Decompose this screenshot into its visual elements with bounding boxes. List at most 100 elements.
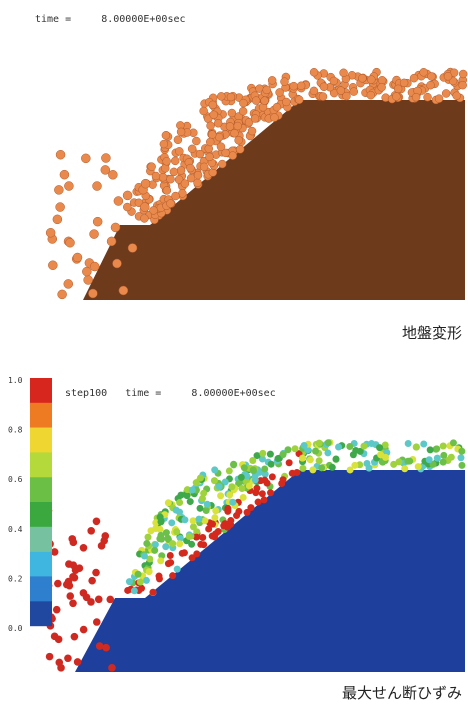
particle xyxy=(270,114,278,122)
particle xyxy=(227,517,234,524)
particle xyxy=(312,448,319,455)
particle xyxy=(140,203,149,212)
particle xyxy=(170,168,178,176)
particle xyxy=(263,86,271,94)
particle xyxy=(111,223,120,232)
particle xyxy=(157,557,164,564)
top-panel: time = 8.00000E+00sec 地盤変形 xyxy=(35,14,467,342)
particle xyxy=(205,153,213,161)
particle xyxy=(156,535,163,542)
particle xyxy=(53,606,61,614)
bottom-panel: 1.00.80.60.40.20.0 step100 time = 8.0000… xyxy=(8,376,465,702)
particle xyxy=(236,145,244,153)
particle xyxy=(177,166,185,174)
particle xyxy=(253,485,260,492)
particle xyxy=(316,440,323,447)
particle xyxy=(93,618,101,626)
particle xyxy=(261,496,268,503)
particle xyxy=(318,464,325,471)
particle xyxy=(55,659,63,667)
particle xyxy=(51,633,59,641)
particle xyxy=(149,589,156,596)
particle xyxy=(87,598,95,606)
particle xyxy=(246,482,253,489)
particle xyxy=(162,131,170,139)
particle xyxy=(450,439,457,446)
particle xyxy=(413,444,420,451)
particle xyxy=(102,644,110,652)
particle xyxy=(440,442,447,449)
particle xyxy=(119,286,128,295)
particle xyxy=(295,96,303,104)
particle xyxy=(325,439,332,446)
particle xyxy=(143,540,150,547)
particle xyxy=(141,179,150,188)
particle xyxy=(167,552,174,559)
particle xyxy=(84,275,93,284)
particle xyxy=(299,465,306,472)
particle xyxy=(200,163,208,171)
particle xyxy=(289,470,296,477)
particle xyxy=(292,445,299,452)
particle xyxy=(186,533,193,540)
particle xyxy=(81,154,90,163)
particle xyxy=(457,454,464,461)
particle xyxy=(400,79,408,87)
particle xyxy=(363,460,370,467)
particle xyxy=(241,464,248,471)
particle xyxy=(174,566,181,573)
particle xyxy=(252,97,260,105)
particle xyxy=(440,452,447,459)
particle xyxy=(214,119,222,127)
particle xyxy=(255,499,262,506)
particle xyxy=(410,74,418,82)
particle xyxy=(46,653,54,661)
particle xyxy=(152,172,160,180)
particle xyxy=(165,560,172,567)
particle xyxy=(238,474,245,481)
particle xyxy=(239,99,247,107)
particle xyxy=(161,164,169,172)
particle xyxy=(282,98,290,106)
particle xyxy=(376,444,383,451)
particle xyxy=(183,492,190,499)
particle xyxy=(261,477,268,484)
particle xyxy=(101,165,110,174)
particle xyxy=(87,527,95,535)
particle xyxy=(233,512,240,519)
particle xyxy=(226,467,233,474)
particle xyxy=(66,238,75,247)
particle xyxy=(157,526,164,533)
particle xyxy=(58,290,67,299)
particle xyxy=(166,200,174,208)
caption: 最大せん断ひずみ xyxy=(342,684,462,702)
particle xyxy=(108,664,116,672)
particle xyxy=(196,150,204,158)
particle xyxy=(268,461,275,468)
particle xyxy=(320,83,328,91)
particle xyxy=(290,82,298,90)
particle xyxy=(173,528,180,535)
particle xyxy=(442,89,450,97)
particle xyxy=(329,464,336,471)
particle xyxy=(427,72,435,80)
particle xyxy=(284,446,291,453)
particle xyxy=(181,516,188,523)
particle xyxy=(177,128,185,136)
particle xyxy=(63,581,71,589)
figure: time = 8.00000E+00sec 地盤変形 1.00.80.60.40… xyxy=(0,0,468,708)
particle xyxy=(261,465,268,472)
particle xyxy=(176,499,183,506)
particle xyxy=(68,535,76,543)
particle xyxy=(231,129,239,137)
particle xyxy=(71,633,79,641)
colorbar-label: 0.0 xyxy=(8,624,23,633)
particle xyxy=(66,592,74,600)
particle xyxy=(90,230,99,239)
colorbar-label: 0.4 xyxy=(8,525,23,534)
particle xyxy=(427,446,434,453)
particle xyxy=(195,516,202,523)
particle xyxy=(169,540,176,547)
particle xyxy=(324,449,331,456)
particle xyxy=(234,122,242,130)
